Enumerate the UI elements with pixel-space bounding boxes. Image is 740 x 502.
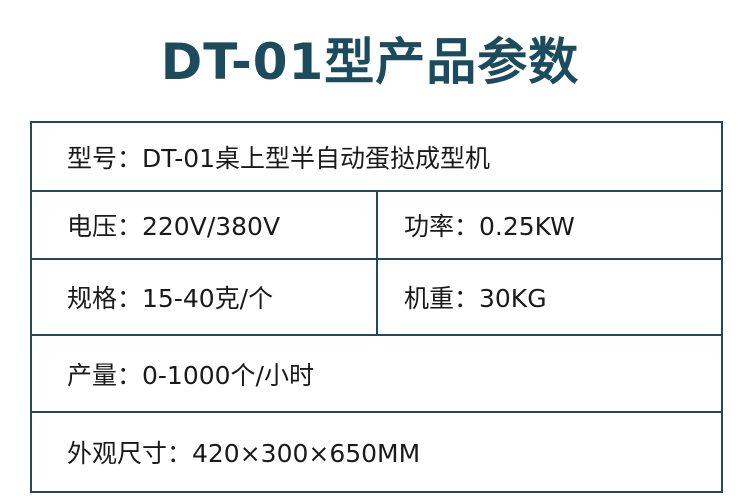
spec-row-voltage-power: 电压：220V/380V 功率：0.25KW [32,192,721,260]
column-divider [376,260,378,334]
column-divider [376,192,378,258]
spec-row-size-weight: 规格：15-40克/个 机重：30KG [32,260,721,336]
spec-weight: 机重：30KG [404,284,547,313]
page-title: DT-01型产品参数 [160,33,580,91]
spec-size: 规格：15-40克/个 [67,284,274,313]
spec-row-output: 产量：0-1000个/小时 [32,336,721,413]
spec-output: 产量：0-1000个/小时 [67,360,314,390]
spec-dimensions: 外观尺寸：420×300×650MM [67,439,421,468]
spec-model: 型号：DT-01桌上型半自动蛋挞成型机 [67,143,491,173]
spec-power: 功率：0.25KW [404,212,575,241]
spec-row-dimensions: 外观尺寸：420×300×650MM [32,413,721,491]
spec-voltage: 电压：220V/380V [67,212,281,241]
spec-row-model: 型号：DT-01桌上型半自动蛋挞成型机 [32,123,721,192]
spec-table: 型号：DT-01桌上型半自动蛋挞成型机 电压：220V/380V 功率：0.25… [30,121,723,493]
